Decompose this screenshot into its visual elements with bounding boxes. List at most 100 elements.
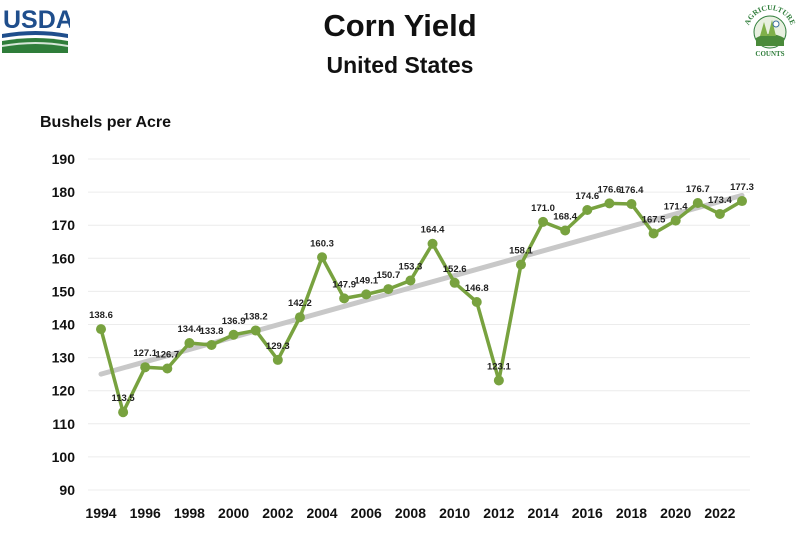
data-point <box>626 199 637 210</box>
x-tick-label: 2012 <box>483 505 514 521</box>
data-point <box>361 289 372 300</box>
header: USDA Corn Yield United States AGRICULTUR… <box>0 0 800 100</box>
data-label: 174.6 <box>575 191 599 202</box>
x-tick-label: 2006 <box>351 505 382 521</box>
data-label: 171.4 <box>664 202 688 213</box>
x-tick-label: 2008 <box>395 505 426 521</box>
x-tick-label: 2004 <box>306 505 337 521</box>
data-label: 150.7 <box>376 270 400 281</box>
data-label: 160.3 <box>310 238 334 249</box>
chart-subtitle: United States <box>326 52 474 78</box>
data-label: 171.0 <box>531 203 555 214</box>
y-tick-label: 130 <box>52 350 76 366</box>
data-label: 176.4 <box>620 185 644 196</box>
y-tick-labels: 90 100 110 120 130 140 150 160 170 180 190 <box>52 151 76 498</box>
data-point <box>560 225 571 236</box>
data-point <box>737 196 747 207</box>
data-point <box>493 375 504 386</box>
usda-logo: USDA <box>2 6 70 53</box>
x-tick-label: 2022 <box>704 505 735 521</box>
data-label: 138.6 <box>89 310 113 321</box>
data-point <box>471 296 482 307</box>
data-point <box>250 325 261 336</box>
agriculture-counts-logo: AGRICULTURE COUNTS <box>742 3 797 58</box>
y-tick-label: 170 <box>52 217 76 233</box>
data-label: 168.4 <box>553 211 577 222</box>
data-point <box>604 198 615 209</box>
data-point <box>714 208 725 219</box>
y-tick-label: 190 <box>52 151 76 167</box>
gridlines <box>88 158 750 491</box>
data-point <box>206 340 217 351</box>
data-label: 129.3 <box>266 341 290 352</box>
y-axis-label: Bushels per Acre <box>40 114 171 131</box>
usda-logo-text: USDA <box>3 6 70 34</box>
data-point <box>317 252 328 263</box>
data-label: 173.4 <box>708 195 732 206</box>
x-tick-label: 1998 <box>174 505 205 521</box>
data-point <box>515 259 526 270</box>
data-label: 142.2 <box>288 298 312 309</box>
x-tick-label: 2020 <box>660 505 691 521</box>
data-label: 176.7 <box>686 184 710 195</box>
data-point <box>294 312 305 323</box>
data-point <box>449 277 460 288</box>
data-point <box>228 329 239 340</box>
y-tick-label: 110 <box>52 416 75 432</box>
x-tick-label: 1996 <box>130 505 161 521</box>
data-label: 153.3 <box>399 261 423 272</box>
data-label: 149.1 <box>354 275 378 286</box>
data-label: 136.9 <box>222 316 246 327</box>
data-point <box>582 204 593 215</box>
data-label: 152.6 <box>443 264 467 275</box>
chart-title: Corn Yield <box>323 8 477 43</box>
x-tick-label: 1994 <box>85 505 116 521</box>
data-label: 127.1 <box>133 348 157 359</box>
y-tick-label: 100 <box>52 449 76 465</box>
data-label: 164.4 <box>421 225 445 236</box>
data-point <box>405 275 416 286</box>
data-point <box>272 354 283 365</box>
data-label: 138.2 <box>244 311 268 322</box>
data-point <box>162 363 173 374</box>
data-label: 177.3 <box>730 182 754 193</box>
data-point <box>670 215 681 226</box>
data-label: 126.7 <box>155 350 179 361</box>
x-tick-label: 2000 <box>218 505 249 521</box>
data-point <box>118 407 129 418</box>
x-tick-label: 2014 <box>527 505 558 521</box>
x-tick-label: 2018 <box>616 505 647 521</box>
y-tick-label: 160 <box>52 250 76 266</box>
data-label: 123.1 <box>487 361 511 372</box>
data-point <box>383 284 394 295</box>
y-tick-label: 180 <box>52 184 76 200</box>
y-tick-label: 120 <box>52 383 76 399</box>
y-tick-label: 140 <box>52 317 76 333</box>
data-label: 167.5 <box>642 214 666 225</box>
data-label: 147.9 <box>332 279 356 290</box>
x-tick-label: 2016 <box>572 505 603 521</box>
y-tick-label: 150 <box>52 283 76 299</box>
data-label: 146.8 <box>465 283 489 294</box>
x-tick-labels: 1994 1996 1998 2000 2002 2004 2006 2008 2010 2012… <box>85 505 735 521</box>
x-tick-label: 2010 <box>439 505 470 521</box>
data-point <box>692 198 703 209</box>
data-point <box>538 216 549 227</box>
data-label: 176.6 <box>597 184 621 195</box>
data-label: 158.1 <box>509 246 533 257</box>
logo-text-bottom: COUNTS <box>755 50 784 58</box>
data-point <box>648 228 659 239</box>
data-point <box>140 362 151 373</box>
data-points <box>96 196 747 418</box>
data-point <box>427 238 438 249</box>
data-label: 113.5 <box>111 393 135 404</box>
x-tick-label: 2002 <box>262 505 293 521</box>
data-point <box>339 293 350 304</box>
data-label: 133.8 <box>200 326 224 337</box>
data-label: 134.4 <box>178 324 202 335</box>
y-tick-label: 90 <box>59 482 75 498</box>
data-point <box>184 338 195 349</box>
data-point <box>96 324 106 335</box>
